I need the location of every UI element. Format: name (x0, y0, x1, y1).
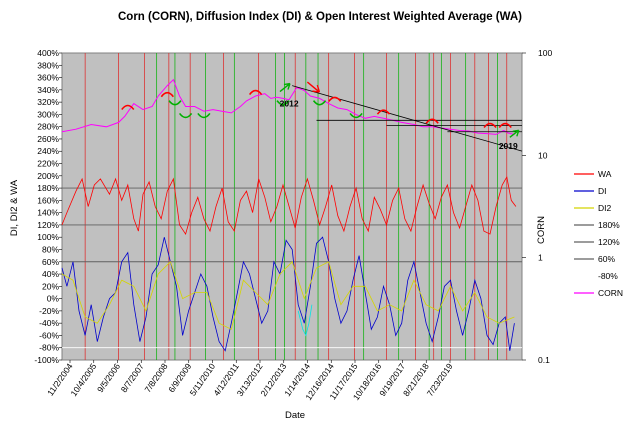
trend-line-down (292, 85, 523, 152)
y-tick-label: 220% (37, 159, 59, 169)
red-arc-marker (121, 104, 135, 111)
legend-entry: WA (598, 169, 612, 179)
green-arc-marker (276, 100, 290, 106)
green-arc-marker (349, 112, 363, 119)
red-arc-marker (498, 122, 512, 129)
red-arrow-down (306, 81, 321, 93)
y-tick-label: 40% (42, 269, 59, 279)
red-arc-marker (328, 96, 342, 102)
legend-entry: CORN (598, 288, 623, 298)
y-tick-label: 300% (37, 109, 59, 119)
green-arc-marker (178, 112, 193, 119)
y-tick-label: -60% (39, 330, 59, 340)
red-arc-marker (483, 122, 497, 129)
legend-entry: DI2 (598, 203, 612, 213)
green-arrow-up-2019 (509, 129, 520, 138)
series-di2 (61, 261, 515, 330)
chart-title: Corn (CORN), Diffusion Index (DI) & Open… (118, 11, 522, 23)
y-tick-label: 160% (37, 195, 59, 205)
y-tick-label: -20% (39, 306, 59, 316)
vertical-marker-lines (84, 53, 508, 360)
y-tick-label: 340% (37, 85, 59, 95)
y-tick-label: 20% (42, 281, 59, 291)
red-arc-marker (425, 118, 439, 124)
y2-tick-label: 100 (538, 48, 552, 58)
y-axis-label: DI, DI2 & WA (9, 179, 20, 236)
y2-tick-label: 1 (538, 253, 543, 263)
y2-tick-label: 10 (538, 150, 548, 160)
red-arc-marker (376, 109, 391, 115)
series-lines (61, 78, 517, 352)
green-arrow-up (279, 82, 291, 93)
y-tick-label: 260% (37, 134, 59, 144)
legend: WA DI DI2 180% 120% 60% -80% CORN (574, 169, 623, 298)
legend-entry: DI (598, 186, 607, 196)
x-axis-label: Date (285, 410, 305, 421)
red-arc-marker (160, 91, 174, 98)
y-tick-label: 100% (37, 232, 59, 242)
y2-axis-ticks: 100 10 1 0.1 (522, 48, 552, 365)
y-tick-label: -40% (39, 318, 59, 328)
y-tick-label: 240% (37, 146, 59, 156)
legend-entry: 120% (598, 237, 620, 247)
series-di (61, 236, 515, 352)
y-tick-label: 400% (37, 48, 59, 58)
y2-axis-label: CORN (536, 216, 547, 244)
y-tick-label: 0% (47, 294, 60, 304)
y-tick-label: 380% (37, 60, 59, 70)
y-tick-label: 360% (37, 73, 59, 83)
y-tick-label: 140% (37, 208, 59, 218)
y-tick-label: 280% (37, 122, 59, 132)
plot-area (61, 52, 523, 361)
annotations: 2012 2019 (280, 99, 518, 152)
y-tick-label: 320% (37, 97, 59, 107)
y-tick-label: 60% (42, 257, 59, 267)
legend-entry: -80% (598, 271, 618, 281)
annotation-label: 2019 (499, 141, 518, 151)
series-di-cyan (297, 304, 313, 337)
red-arc-marker (248, 89, 263, 96)
y-tick-label: 120% (37, 220, 59, 230)
y-tick-label: 180% (37, 183, 59, 193)
green-arc-marker (312, 100, 327, 106)
series-wa (61, 175, 517, 236)
legend-entry: 180% (598, 220, 620, 230)
legend-entry: 60% (598, 254, 615, 264)
green-arc-marker (168, 100, 182, 106)
green-arc-marker (197, 112, 211, 119)
annotation-shapes (121, 81, 523, 152)
y-tick-label: -80% (39, 343, 59, 353)
y2-tick-label: 0.1 (538, 355, 550, 365)
y-tick-label: 200% (37, 171, 59, 181)
annotation-label: 2012 (280, 99, 299, 109)
y-tick-label: 80% (42, 244, 59, 254)
series-corn (61, 78, 515, 135)
y-axis-ticks: 400% 380% 360% 340% 320% 300% 280% 260% 240% 220%… (34, 48, 62, 365)
y-tick-label: -100% (34, 355, 59, 365)
